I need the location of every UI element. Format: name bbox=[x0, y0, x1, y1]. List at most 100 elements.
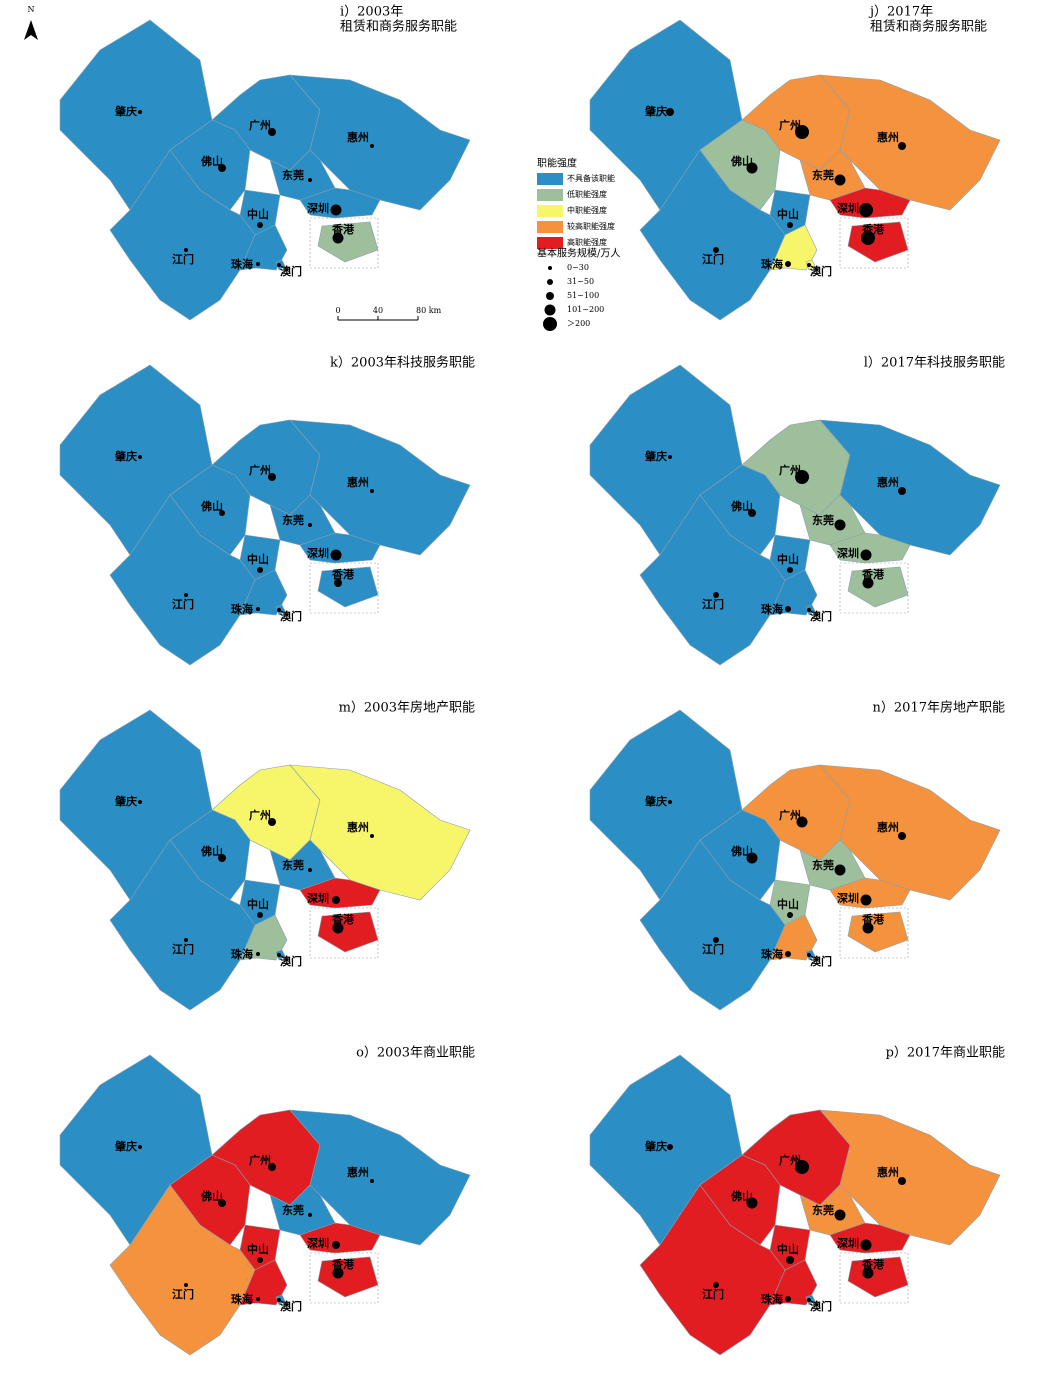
region bbox=[239, 569, 288, 616]
city-dot bbox=[807, 263, 811, 267]
city-label: 中山 bbox=[777, 552, 799, 566]
city-label: 珠海 bbox=[231, 602, 253, 616]
city-dot bbox=[785, 1296, 791, 1302]
city-label: 广州 bbox=[249, 463, 271, 477]
panel-title: l）2017年科技服务职能 bbox=[864, 355, 1005, 371]
city-dot bbox=[218, 164, 226, 172]
region bbox=[317, 221, 379, 263]
city-dot bbox=[257, 222, 263, 228]
region bbox=[847, 911, 909, 953]
region bbox=[299, 877, 381, 909]
scale-label: 80 km bbox=[416, 306, 442, 315]
city-label: 肇庆 bbox=[114, 1139, 137, 1153]
city-label: 中山 bbox=[777, 207, 799, 221]
city-label: 东莞 bbox=[282, 1203, 304, 1217]
city-label: 江门 bbox=[702, 252, 724, 266]
city-label: 广州 bbox=[779, 118, 801, 132]
city-dot bbox=[370, 144, 374, 148]
legend-dot bbox=[546, 292, 554, 300]
city-label: 广州 bbox=[249, 808, 271, 822]
legend-swatch bbox=[537, 205, 563, 217]
city-label: 佛山 bbox=[730, 154, 753, 168]
region bbox=[799, 149, 866, 201]
city-dot bbox=[184, 1283, 188, 1287]
city-label: 中山 bbox=[247, 1242, 269, 1256]
panel-title: m）2003年房地产职能 bbox=[339, 700, 475, 716]
city-label: 香港 bbox=[861, 912, 885, 926]
region bbox=[769, 569, 818, 616]
city-dot bbox=[184, 248, 188, 252]
city-dot bbox=[184, 593, 188, 597]
city-label: 澳门 bbox=[810, 954, 832, 968]
city-label: 肇庆 bbox=[644, 104, 667, 118]
legend-dot bbox=[547, 279, 553, 285]
legend-swatch bbox=[537, 237, 563, 249]
city-dot bbox=[786, 1256, 794, 1264]
city-dot bbox=[268, 473, 276, 481]
city-dot bbox=[713, 937, 719, 943]
city-dot bbox=[713, 1282, 719, 1288]
city-dot bbox=[334, 579, 342, 587]
city-dot bbox=[219, 510, 225, 516]
city-label: 香港 bbox=[331, 1257, 355, 1271]
city-label: 江门 bbox=[172, 597, 194, 611]
city-label: 深圳 bbox=[837, 201, 859, 215]
city-label: 深圳 bbox=[307, 1236, 329, 1250]
city-dot bbox=[795, 470, 809, 484]
region bbox=[299, 532, 381, 564]
region bbox=[299, 1222, 381, 1254]
hk-frame bbox=[839, 217, 909, 269]
city-label: 东莞 bbox=[812, 168, 834, 182]
region bbox=[847, 1256, 909, 1298]
region bbox=[317, 1256, 379, 1298]
city-label: 珠海 bbox=[231, 947, 253, 961]
city-label: 澳门 bbox=[810, 264, 832, 278]
city-label: 惠州 bbox=[347, 820, 369, 834]
region bbox=[239, 1259, 288, 1306]
city-label: 东莞 bbox=[812, 858, 834, 872]
city-dot bbox=[370, 489, 374, 493]
scale-label: 0 bbox=[335, 306, 340, 315]
city-label: 中山 bbox=[777, 897, 799, 911]
region bbox=[269, 149, 336, 201]
city-dot bbox=[807, 1298, 811, 1302]
city-dot bbox=[330, 549, 342, 561]
city-dot bbox=[748, 509, 756, 517]
legend-label: 较高职能强度 bbox=[567, 221, 615, 231]
city-dot bbox=[277, 953, 281, 957]
city-label: 肇庆 bbox=[644, 449, 667, 463]
legend-size-title: 基本服务规模/万人 bbox=[537, 247, 620, 260]
city-dot bbox=[834, 174, 846, 186]
city-dot bbox=[785, 951, 791, 957]
region bbox=[769, 1259, 818, 1306]
panel-title: k）2003年科技服务职能 bbox=[330, 355, 475, 371]
legend-label: 低职能强度 bbox=[567, 189, 607, 199]
city-dot bbox=[746, 162, 758, 174]
city-dot bbox=[268, 818, 276, 826]
city-dot bbox=[862, 922, 874, 934]
hk-frame bbox=[309, 217, 379, 269]
city-dot bbox=[898, 142, 906, 150]
city-label: 深圳 bbox=[837, 1236, 859, 1250]
city-dot bbox=[898, 832, 906, 840]
legend-size-label: 101~200 bbox=[567, 305, 604, 314]
city-label: 广州 bbox=[249, 1153, 271, 1167]
legend-swatch bbox=[537, 221, 563, 233]
city-label: 惠州 bbox=[877, 820, 899, 834]
legend-dot bbox=[544, 304, 556, 316]
city-label: 珠海 bbox=[761, 1292, 783, 1306]
city-dot bbox=[370, 834, 374, 838]
city-dot bbox=[332, 1267, 344, 1279]
city-dot bbox=[308, 868, 312, 872]
city-dot bbox=[667, 1144, 673, 1150]
city-dot bbox=[308, 178, 312, 182]
panel-title: n）2017年房地产职能 bbox=[873, 700, 1005, 716]
region bbox=[769, 224, 818, 271]
region bbox=[829, 532, 911, 564]
city-label: 东莞 bbox=[282, 513, 304, 527]
city-label: 香港 bbox=[331, 222, 355, 236]
city-dot bbox=[860, 1239, 872, 1251]
